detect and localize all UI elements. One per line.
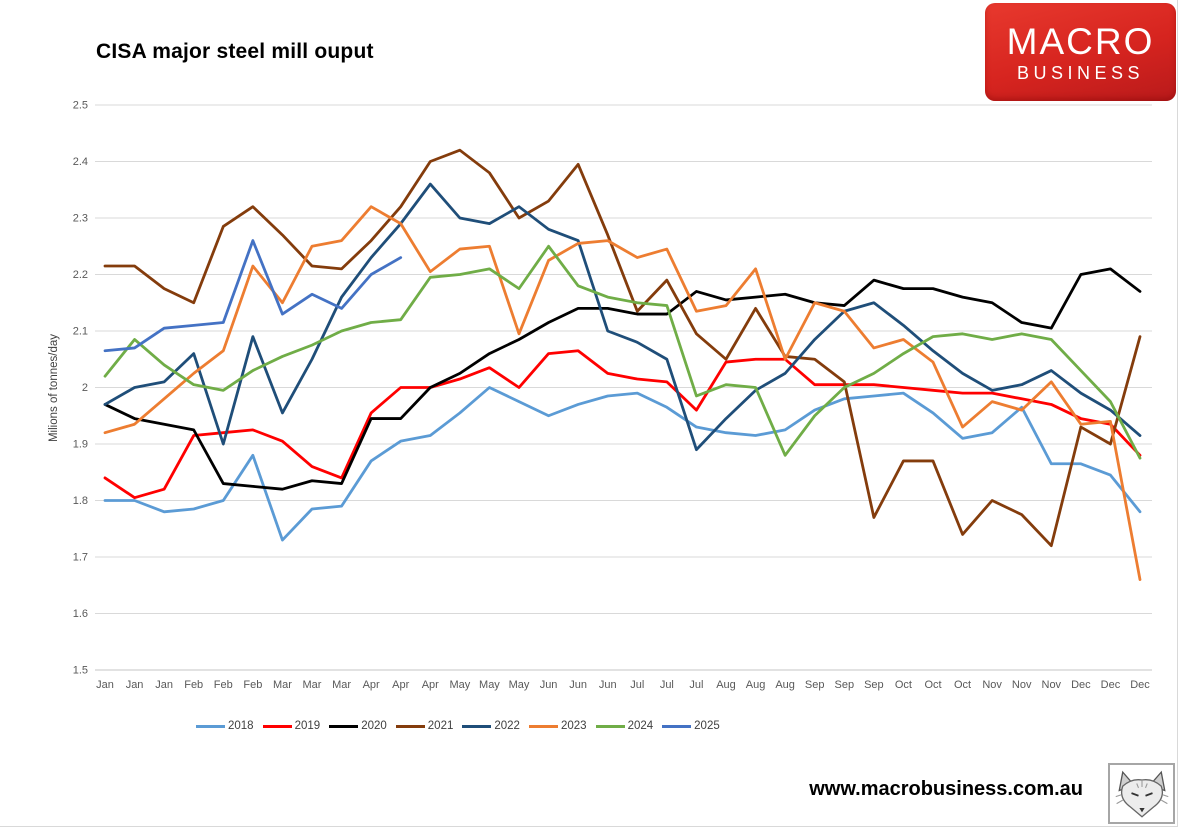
series-line-2021: [103, 148, 1142, 548]
y-axis-title: Milions of tonnes/day: [48, 334, 60, 442]
x-tick-label: Jul: [660, 679, 674, 691]
x-tick-label: Sep: [834, 679, 854, 691]
x-tick-label: Dec: [1071, 679, 1091, 691]
x-tick-label: Aug: [775, 679, 795, 691]
legend-label: 2025: [694, 720, 720, 732]
legend-item-2019: 2019: [262, 720, 321, 732]
legend-item-2022: 2022: [462, 720, 520, 732]
legend-label: 2023: [560, 720, 587, 732]
y-tick-label: 2.4: [73, 156, 88, 168]
x-tick-label: Jun: [540, 679, 558, 691]
x-tick-label: Jun: [569, 679, 587, 691]
legend-label: 2022: [494, 720, 520, 732]
gridlines: [95, 104, 1152, 671]
y-tick-label: 2.3: [73, 213, 88, 225]
x-axis-tick-labels: Jan Jan Jan Feb Feb Feb Mar Mar Mar Apr Apr Apr May M…: [96, 679, 1150, 691]
x-tick-label: Mar: [273, 679, 292, 691]
legend-swatch-2022: [462, 724, 492, 728]
x-tick-label: Jun: [599, 679, 617, 691]
x-tick-label: Oct: [924, 679, 941, 691]
x-tick-label: Dec: [1101, 679, 1121, 691]
y-axis-tick-labels: 1.5 1.6 1.7 1.8 1.9 2 2.1 2.2 2.3 2.4 2.5: [73, 100, 88, 677]
x-tick-label: Sep: [864, 679, 884, 691]
x-tick-label: Jan: [126, 679, 144, 691]
x-tick-label: Oct: [954, 679, 971, 691]
chart-legend: 2018 2019 2020 2021 2022 2023 2024 2025: [196, 720, 729, 732]
x-tick-label: May: [479, 679, 500, 691]
x-tick-label: Jul: [630, 679, 644, 691]
legend-swatch-2023: [528, 724, 558, 728]
fox-icon: [1115, 770, 1168, 818]
series-line-2018: [103, 386, 1142, 542]
legend-label: 2024: [627, 720, 654, 732]
series-line-2019: [103, 349, 1142, 500]
x-tick-label: May: [509, 679, 530, 691]
x-tick-label: Jul: [689, 679, 703, 691]
series-line-2022: [103, 182, 1142, 452]
legend-swatch-2018: [196, 724, 225, 728]
y-tick-label: 2.1: [73, 326, 88, 338]
series-lines: [103, 148, 1142, 581]
x-tick-label: Apr: [422, 679, 439, 691]
legend-swatch-2019: [262, 724, 292, 728]
legend-item-2018: 2018: [196, 720, 254, 732]
x-tick-label: Dec: [1130, 679, 1150, 691]
y-tick-label: 1.6: [73, 608, 88, 620]
y-tick-label: 1.8: [73, 495, 88, 507]
legend-label: 2021: [427, 720, 454, 732]
y-tick-label: 2: [82, 382, 88, 394]
legend-label: 2020: [361, 720, 387, 732]
y-tick-label: 1.7: [73, 552, 88, 564]
legend-item-2023: 2023: [528, 720, 587, 732]
legend-label: 2019: [294, 720, 321, 732]
x-tick-label: Feb: [214, 679, 233, 691]
x-tick-label: Apr: [363, 679, 380, 691]
series-line-2020: [103, 267, 1142, 491]
series-line-2024: [103, 244, 1142, 460]
fox-logo: [1108, 763, 1175, 824]
x-tick-label: Aug: [746, 679, 766, 691]
page-title: CISA major steel mill ouput: [96, 40, 374, 64]
y-tick-label: 2.5: [73, 100, 88, 112]
x-tick-label: Aug: [716, 679, 736, 691]
x-tick-label: May: [449, 679, 470, 691]
legend-swatch-2020: [329, 724, 359, 728]
legend-swatch-2024: [595, 724, 625, 728]
logo-text-macro: MACRO: [1006, 20, 1155, 62]
legend-item-2021: 2021: [395, 720, 454, 732]
legend-item-2024: 2024: [595, 720, 654, 732]
series-line-2025: [103, 239, 403, 353]
x-tick-label: Jan: [96, 679, 114, 691]
x-tick-label: Apr: [392, 679, 409, 691]
website-url: www.macrobusiness.com.au: [809, 778, 1083, 800]
y-tick-label: 1.9: [73, 439, 88, 451]
x-tick-label: Nov: [1012, 679, 1032, 691]
series-line-2023: [103, 205, 1142, 581]
legend-label: 2018: [228, 720, 254, 732]
x-tick-label: Feb: [184, 679, 203, 691]
x-tick-label: Oct: [895, 679, 912, 691]
x-tick-label: Mar: [303, 679, 322, 691]
legend-swatch-2021: [395, 724, 425, 728]
macrobusiness-logo: MACRO BUSINESS: [985, 3, 1176, 101]
y-tick-label: 1.5: [73, 665, 88, 677]
x-tick-label: Jan: [155, 679, 173, 691]
legend-item-2020: 2020: [329, 720, 387, 732]
y-tick-label: 2.2: [73, 269, 88, 281]
legend-item-2025: 2025: [662, 720, 720, 732]
x-tick-label: Nov: [1042, 679, 1062, 691]
logo-text-business: BUSINESS: [1016, 62, 1145, 83]
x-tick-label: Nov: [982, 679, 1002, 691]
x-tick-label: Sep: [805, 679, 825, 691]
legend-swatch-2025: [662, 724, 692, 728]
x-tick-label: Feb: [243, 679, 262, 691]
x-tick-label: Mar: [332, 679, 351, 691]
